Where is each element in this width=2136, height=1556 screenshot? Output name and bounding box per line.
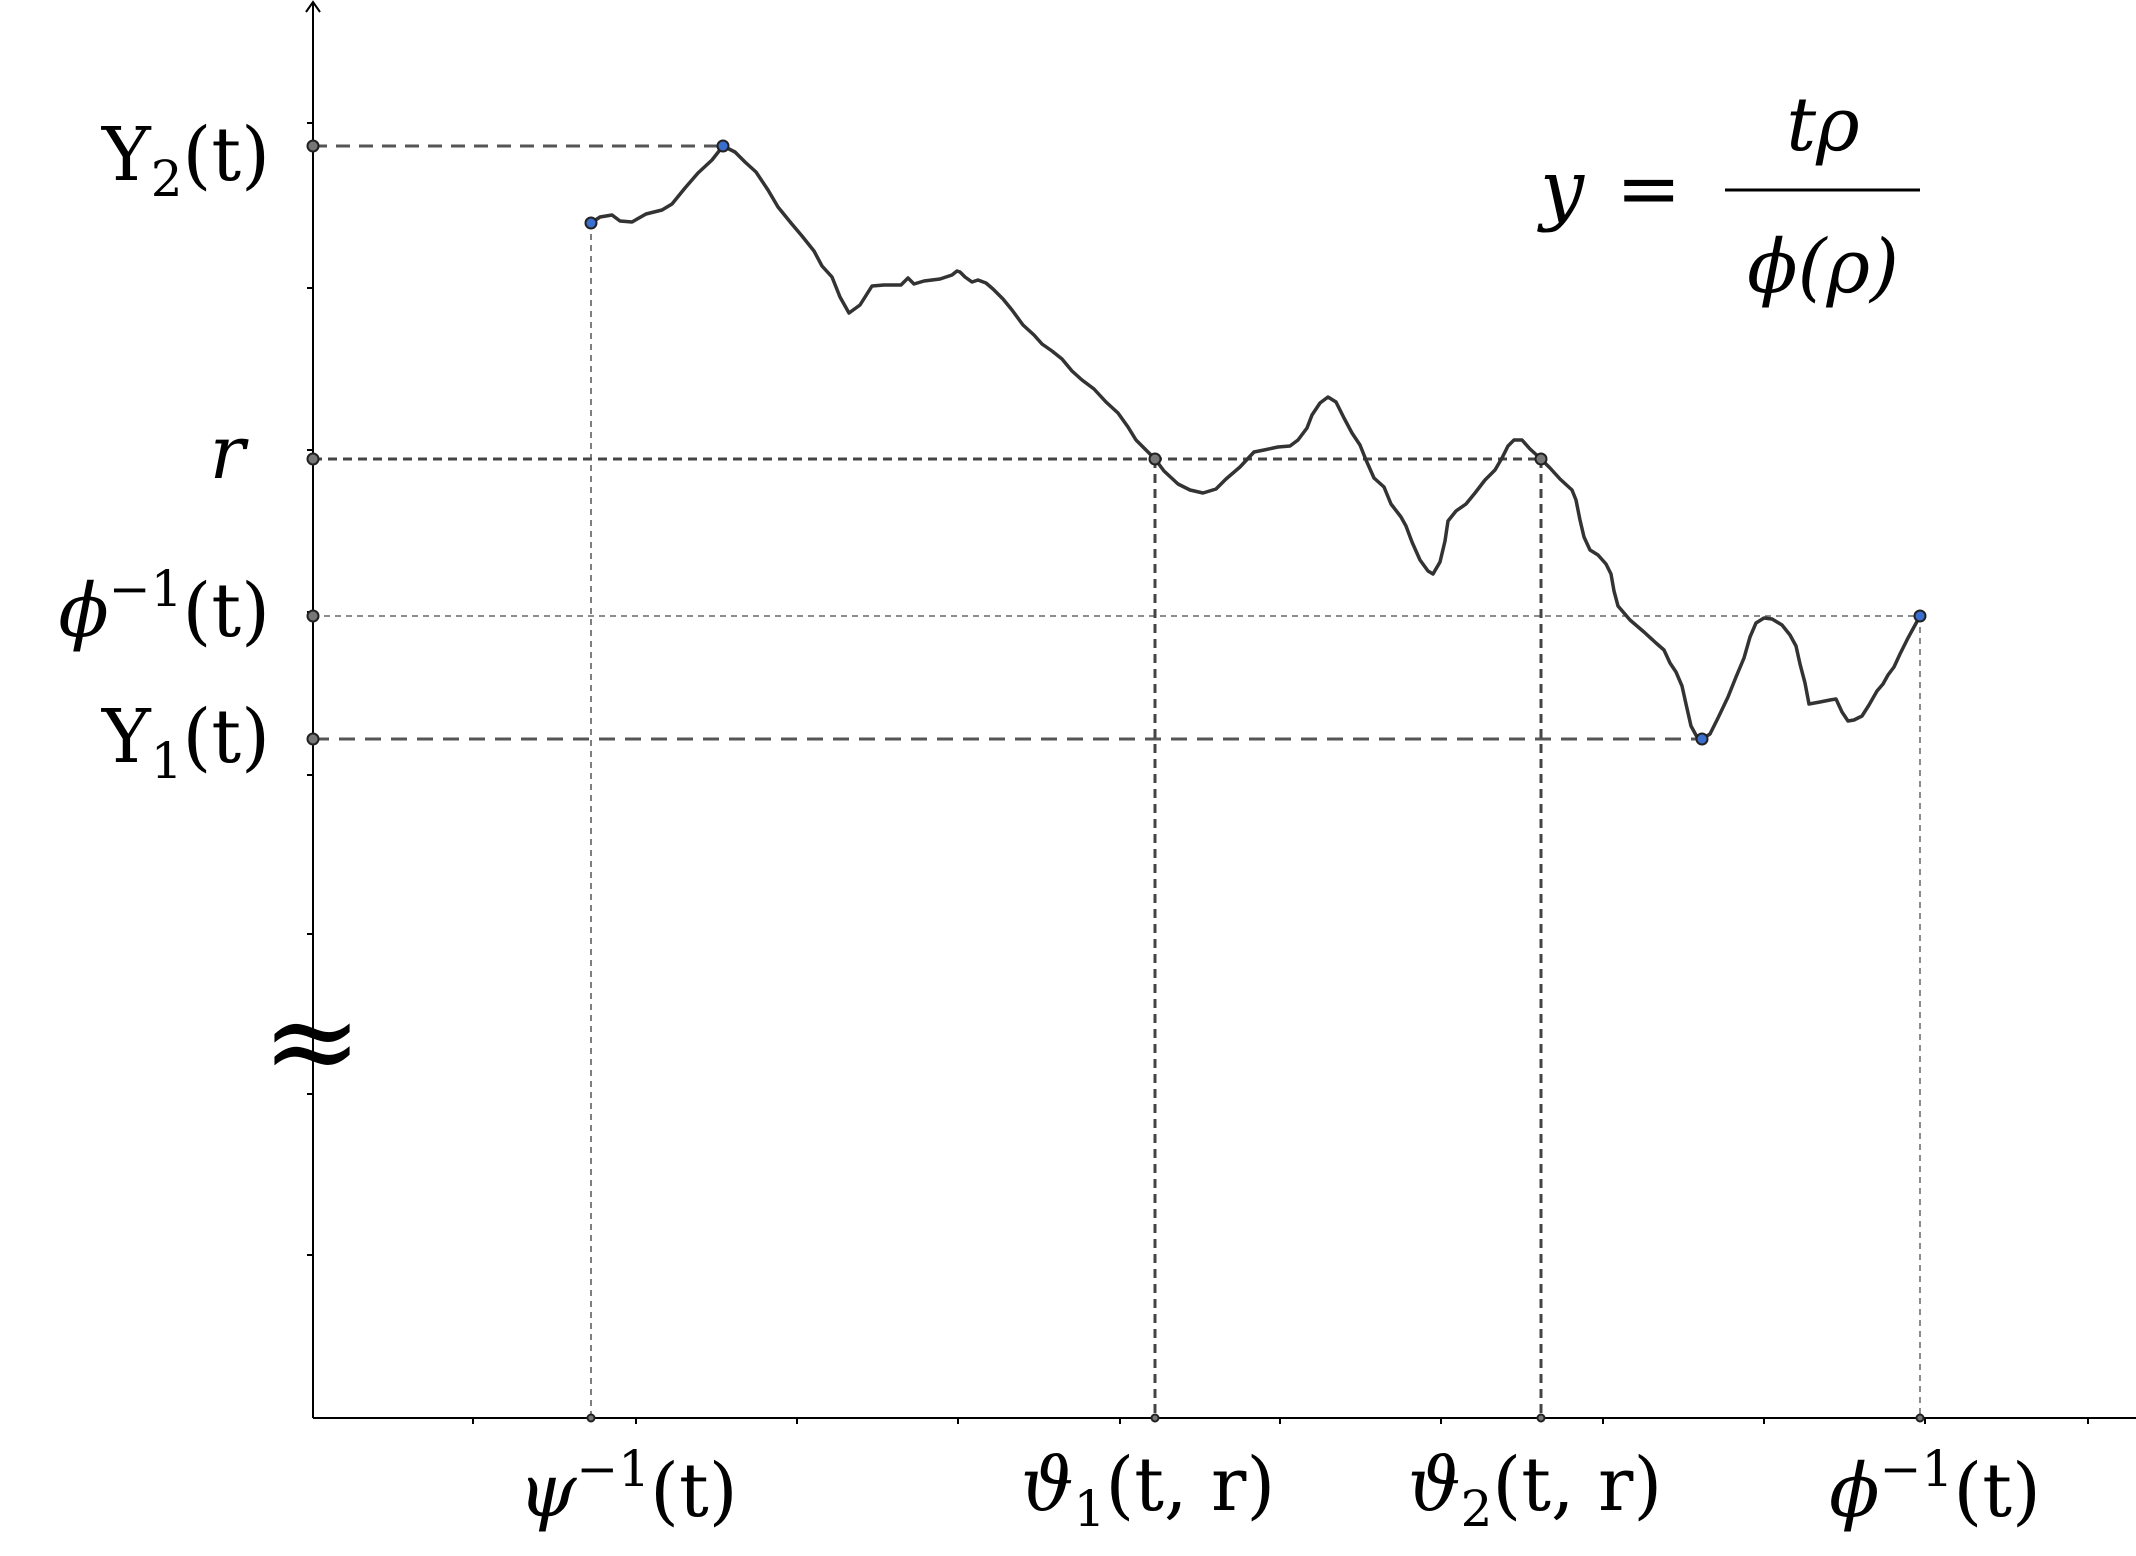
- formula-denominator: ϕ(ρ): [1747, 224, 1899, 310]
- formula-lhs: y: [1537, 144, 1585, 234]
- formula: y = tρ ϕ(ρ): [1537, 82, 1920, 310]
- label-phi-inv-x: ϕ−1(t): [1829, 1440, 2041, 1534]
- point-theta1-axis: [1150, 1413, 1160, 1423]
- point-upsilon1-axis: [306, 732, 320, 746]
- label-upsilon1: Υ1(t): [101, 694, 270, 790]
- y-axis-labels: Υ2(t) r ϕ−1(t) Υ1(t) ≈: [58, 112, 362, 1111]
- point-start: [584, 216, 598, 230]
- point-theta1: [1148, 452, 1162, 466]
- label-theta1: ϑ1(t, r): [1021, 1442, 1276, 1538]
- point-theta2-axis: [1536, 1413, 1546, 1423]
- random-path-curve: [590, 144, 1922, 741]
- formula-numerator: tρ: [1786, 82, 1859, 168]
- x-axis-labels: ψ−1(t) ϑ1(t, r) ϑ2(t, r) ϕ−1(t): [518, 1440, 2040, 1538]
- point-r-axis: [306, 452, 320, 466]
- y-axis-arrow-icon: [305, 0, 321, 13]
- label-phi-inv-y: ϕ−1(t): [58, 560, 270, 654]
- point-min: [1695, 732, 1709, 746]
- label-theta2: ϑ2(t, r): [1408, 1442, 1663, 1538]
- guide-lines: [313, 144, 1921, 1418]
- point-phi-inv-axis: [306, 609, 320, 623]
- formula-eq: =: [1616, 144, 1681, 234]
- point-theta2: [1534, 452, 1548, 466]
- point-max: [716, 139, 730, 153]
- points: [306, 139, 1927, 1423]
- axes: [305, 0, 2136, 1419]
- label-r: r: [210, 410, 250, 496]
- point-phi-inv-x-axis: [1915, 1413, 1925, 1423]
- point-psi-inv-axis: [586, 1413, 596, 1423]
- label-psi-inv: ψ−1(t): [518, 1440, 737, 1534]
- axis-break-symbol: ≈: [262, 972, 363, 1111]
- x-ticks: [472, 1418, 2089, 1424]
- point-end: [1913, 609, 1927, 623]
- point-upsilon2-axis: [306, 139, 320, 153]
- label-upsilon2: Υ2(t): [101, 112, 270, 208]
